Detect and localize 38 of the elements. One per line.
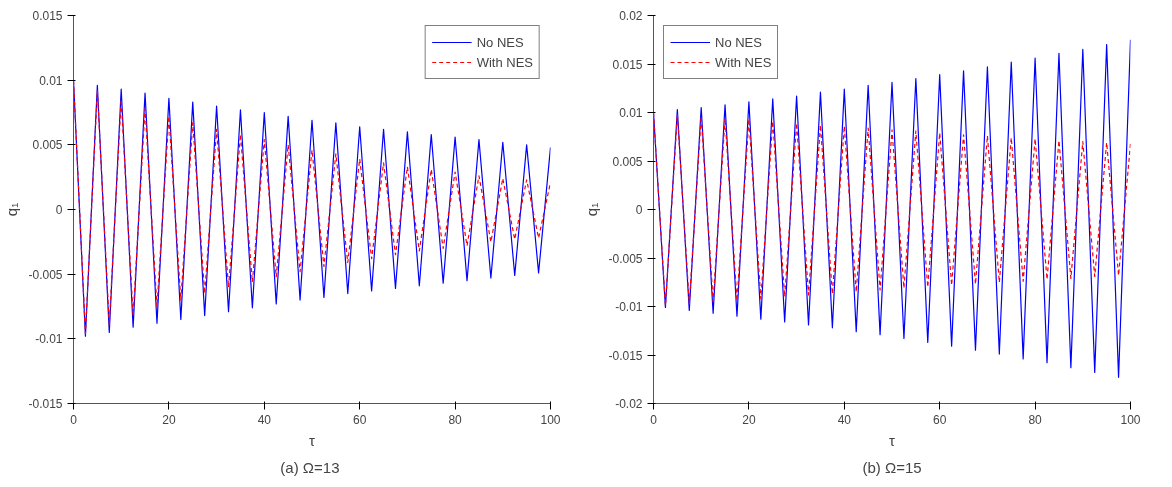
x-tick-label: 60: [353, 412, 367, 427]
y-tick-label: -0.005: [28, 267, 63, 282]
y-tick-label: 0.01: [39, 73, 63, 88]
x-axis-title: τ: [889, 431, 896, 449]
legend-label: With NES: [476, 54, 533, 70]
legend-label: With NES: [715, 54, 772, 70]
legend-label: No NES: [715, 34, 762, 50]
y-axis-title: q₁: [3, 202, 21, 217]
y-tick-label: 0.02: [619, 9, 643, 23]
x-tick-label: 20: [162, 412, 176, 427]
x-tick-label: 40: [837, 412, 852, 427]
y-tick-label: -0.01: [615, 300, 643, 314]
y-tick-label: 0: [55, 203, 63, 217]
x-tick-label: 100: [540, 412, 561, 427]
x-tick-label: 80: [448, 412, 463, 427]
y-tick-label: -0.005: [608, 251, 643, 266]
y-axis-title: q₁: [583, 202, 601, 217]
y-tick-label: -0.015: [608, 348, 643, 363]
x-tick-label: 100: [1120, 412, 1141, 427]
x-tick-label: 40: [257, 412, 272, 427]
y-tick-label: -0.02: [615, 397, 643, 411]
x-tick-label: 60: [933, 412, 947, 427]
y-tick-label: 0: [635, 203, 643, 217]
y-tick-label: 0.015: [32, 9, 63, 23]
x-tick-label: 0: [650, 412, 658, 427]
x-tick-label: 80: [1028, 412, 1043, 427]
y-tick-label: 0.005: [612, 154, 643, 169]
y-tick-label: -0.015: [28, 397, 63, 411]
x-axis-title: τ: [309, 431, 316, 449]
y-tick-label: 0.005: [32, 138, 63, 153]
y-tick-label: 0.01: [619, 106, 643, 120]
y-tick-label: 0.015: [612, 57, 643, 72]
text: (b) Ω=15: [862, 458, 922, 476]
y-tick-label: -0.01: [35, 332, 63, 347]
x-tick-label: 20: [742, 412, 756, 427]
text: (a) Ω=13: [280, 458, 340, 476]
x-tick-label: 0: [70, 412, 78, 427]
legend-label: No NES: [476, 34, 524, 50]
